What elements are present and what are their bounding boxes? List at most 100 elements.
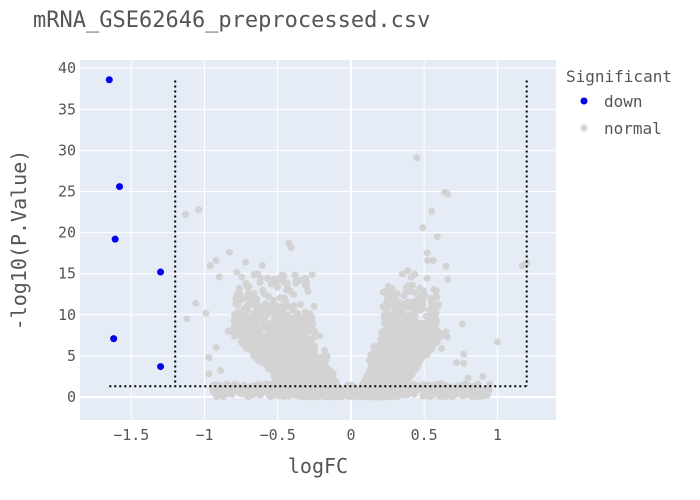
normal-point bbox=[301, 274, 309, 282]
normal-point bbox=[282, 340, 290, 348]
normal-point bbox=[343, 383, 351, 391]
normal-point bbox=[195, 206, 203, 214]
normal-point bbox=[292, 325, 300, 333]
normal-point bbox=[313, 370, 321, 378]
normal-point bbox=[438, 344, 446, 352]
normal-point bbox=[391, 367, 399, 375]
normal-point bbox=[369, 383, 377, 391]
normal-point bbox=[376, 342, 384, 350]
normal-point bbox=[183, 315, 191, 323]
normal-point bbox=[309, 321, 317, 329]
x-tick-label: 0 bbox=[346, 426, 355, 444]
normal-point bbox=[285, 239, 293, 247]
normal-point bbox=[242, 344, 250, 352]
grid-lines bbox=[80, 60, 556, 420]
normal-point bbox=[205, 370, 213, 378]
normal-point bbox=[419, 300, 427, 308]
normal-point bbox=[419, 351, 427, 359]
normal-point bbox=[387, 346, 395, 354]
normal-point bbox=[398, 360, 406, 368]
normal-point bbox=[212, 344, 220, 352]
normal-point bbox=[321, 356, 329, 364]
y-tick-labels: 0 5 10 15 20 25 30 35 40 bbox=[58, 59, 76, 406]
x-tick-label: 0.5 bbox=[411, 426, 438, 444]
normal-point bbox=[231, 311, 239, 319]
normal-point bbox=[345, 393, 353, 401]
normal-point bbox=[382, 369, 390, 377]
normal-point bbox=[272, 342, 280, 350]
normal-point bbox=[419, 295, 427, 303]
normal-point bbox=[373, 369, 381, 377]
normal-point bbox=[222, 382, 230, 390]
normal-point bbox=[460, 359, 468, 367]
normal-point bbox=[243, 307, 251, 315]
normal-point bbox=[463, 385, 471, 393]
y-axis-title: -log10(P.Value) bbox=[7, 150, 31, 331]
normal-point bbox=[301, 340, 309, 348]
normal-point bbox=[423, 274, 431, 282]
normal-point bbox=[404, 325, 412, 333]
normal-point bbox=[429, 257, 437, 265]
x-tick-label: 1 bbox=[493, 426, 502, 444]
normal-point bbox=[321, 347, 329, 355]
normal-point bbox=[288, 387, 296, 395]
normal-point bbox=[244, 322, 252, 330]
normal-point bbox=[400, 291, 408, 299]
normal-point bbox=[318, 367, 326, 375]
normal-point bbox=[398, 317, 406, 325]
normal-point bbox=[310, 302, 318, 310]
normal-point bbox=[257, 274, 265, 282]
normal-point bbox=[384, 325, 392, 333]
normal-point bbox=[255, 334, 263, 342]
chart-title: mRNA_GSE62646_preprocessed.csv bbox=[33, 8, 430, 33]
normal-point bbox=[250, 271, 258, 279]
normal-point bbox=[407, 388, 415, 396]
normal-point bbox=[272, 305, 280, 313]
x-axis-title: logFC bbox=[288, 454, 348, 478]
normal-point bbox=[235, 324, 243, 332]
normal-point bbox=[316, 332, 324, 340]
normal-point bbox=[230, 316, 238, 324]
normal-point bbox=[424, 256, 432, 264]
normal-point bbox=[417, 339, 425, 347]
normal-point bbox=[493, 338, 501, 346]
normal-point bbox=[291, 271, 299, 279]
normal-point bbox=[379, 331, 387, 339]
normal-point bbox=[279, 367, 287, 375]
normal-point bbox=[370, 360, 378, 368]
normal-point bbox=[419, 320, 427, 328]
normal-point bbox=[411, 270, 419, 278]
normal-point bbox=[219, 393, 227, 401]
normal-point bbox=[286, 287, 294, 295]
normal-point bbox=[236, 389, 244, 397]
normal-point bbox=[282, 329, 290, 337]
normal-point bbox=[291, 315, 299, 323]
normal-point bbox=[300, 359, 308, 367]
normal-point bbox=[422, 312, 430, 320]
normal-point bbox=[395, 324, 403, 332]
normal-point bbox=[419, 224, 427, 232]
down-points bbox=[105, 76, 165, 371]
normal-point bbox=[413, 154, 421, 162]
normal-point bbox=[324, 383, 332, 391]
normal-point bbox=[276, 374, 284, 382]
y-tick-label: 25 bbox=[58, 183, 76, 201]
normal-point bbox=[296, 301, 304, 309]
y-tick-label: 10 bbox=[58, 306, 76, 324]
normal-point bbox=[410, 308, 418, 316]
down-point bbox=[157, 363, 165, 371]
normal-point bbox=[427, 316, 435, 324]
legend-label-down: down bbox=[604, 92, 643, 111]
y-tick-label: 30 bbox=[58, 141, 76, 159]
normal-point bbox=[404, 286, 412, 294]
normal-point bbox=[411, 288, 419, 296]
normal-point bbox=[294, 370, 302, 378]
normal-point bbox=[399, 374, 407, 382]
normal-point bbox=[432, 287, 440, 295]
normal-point bbox=[307, 315, 315, 323]
y-tick-label: 20 bbox=[58, 224, 76, 242]
normal-point bbox=[324, 368, 332, 376]
legend-label-normal: normal bbox=[604, 119, 662, 138]
normal-point bbox=[267, 365, 275, 373]
